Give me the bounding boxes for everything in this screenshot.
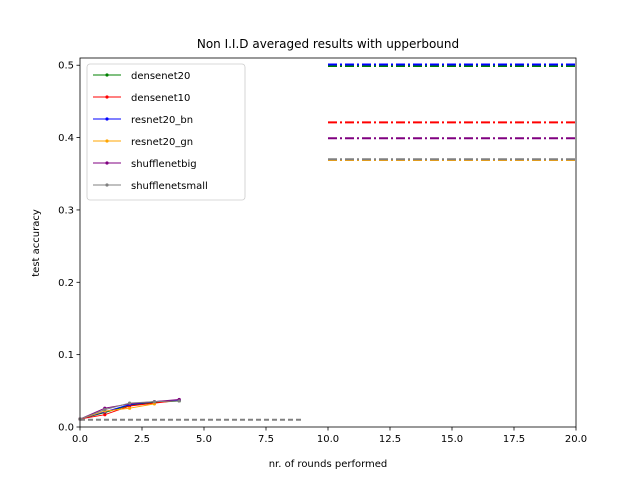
legend-box bbox=[86, 63, 246, 201]
y-tick-label: 0.0 bbox=[58, 423, 74, 434]
x-tick-label: 0.0 bbox=[72, 434, 88, 445]
series-point-shufflenetsmall bbox=[152, 400, 156, 404]
y-tick-label: 0.4 bbox=[58, 133, 74, 144]
legend-marker-shufflenetsmall bbox=[105, 183, 109, 187]
series-line-resnet20_gn bbox=[79, 403, 155, 420]
x-tick-label: 12.5 bbox=[379, 434, 401, 445]
x-tick-label: 20.0 bbox=[565, 434, 587, 445]
legend-marker-densenet20 bbox=[105, 73, 109, 77]
legend-label-shufflenetsmall: shufflenetsmall bbox=[131, 181, 208, 192]
series-point-densenet10 bbox=[103, 413, 107, 417]
y-tick-label: 0.5 bbox=[58, 61, 74, 72]
legend-marker-densenet10 bbox=[105, 95, 109, 99]
x-tick-label: 5.0 bbox=[196, 434, 212, 445]
x-axis-label: nr. of rounds performed bbox=[269, 459, 388, 470]
y-tick-label: 0.1 bbox=[58, 350, 74, 361]
x-tick-label: 7.5 bbox=[258, 434, 274, 445]
y-axis-label: test accuracy bbox=[31, 209, 42, 277]
legend-label-shufflenetbig: shufflenetbig bbox=[131, 159, 197, 170]
x-tick-label: 10.0 bbox=[317, 434, 339, 445]
chart-title: Non I.I.D averaged results with upperbou… bbox=[197, 37, 459, 51]
x-tick-label: 15.0 bbox=[441, 434, 463, 445]
x-tick-label: 17.5 bbox=[503, 434, 525, 445]
x-tick-label: 2.5 bbox=[134, 434, 150, 445]
y-tick-label: 0.3 bbox=[58, 205, 74, 216]
legend-label-densenet20: densenet20 bbox=[131, 71, 190, 82]
legend-marker-resnet20_gn bbox=[105, 139, 109, 143]
series-point-resnet20_gn bbox=[128, 406, 132, 410]
legend-label-densenet10: densenet10 bbox=[131, 93, 190, 104]
series-point-shufflenetsmall bbox=[177, 399, 181, 403]
legend-marker-shufflenetbig bbox=[105, 161, 109, 165]
y-tick-label: 0.2 bbox=[58, 278, 74, 289]
legend: densenet20 densenet10 resnet20_bn resnet20_… bbox=[86, 63, 246, 201]
legend-label-resnet20_bn: resnet20_bn bbox=[131, 115, 193, 126]
legend-marker-resnet20_bn bbox=[105, 117, 109, 121]
series-point-shufflenetsmall bbox=[128, 401, 132, 405]
legend-label-resnet20_gn: resnet20_gn bbox=[131, 137, 193, 148]
series-point-shufflenetsmall bbox=[103, 408, 107, 412]
axis-ticks: 0.0 2.5 5.0 7.5 10.0 12.5 15.0 17.5 20.0 0.0 0.1 0.… bbox=[58, 61, 587, 445]
